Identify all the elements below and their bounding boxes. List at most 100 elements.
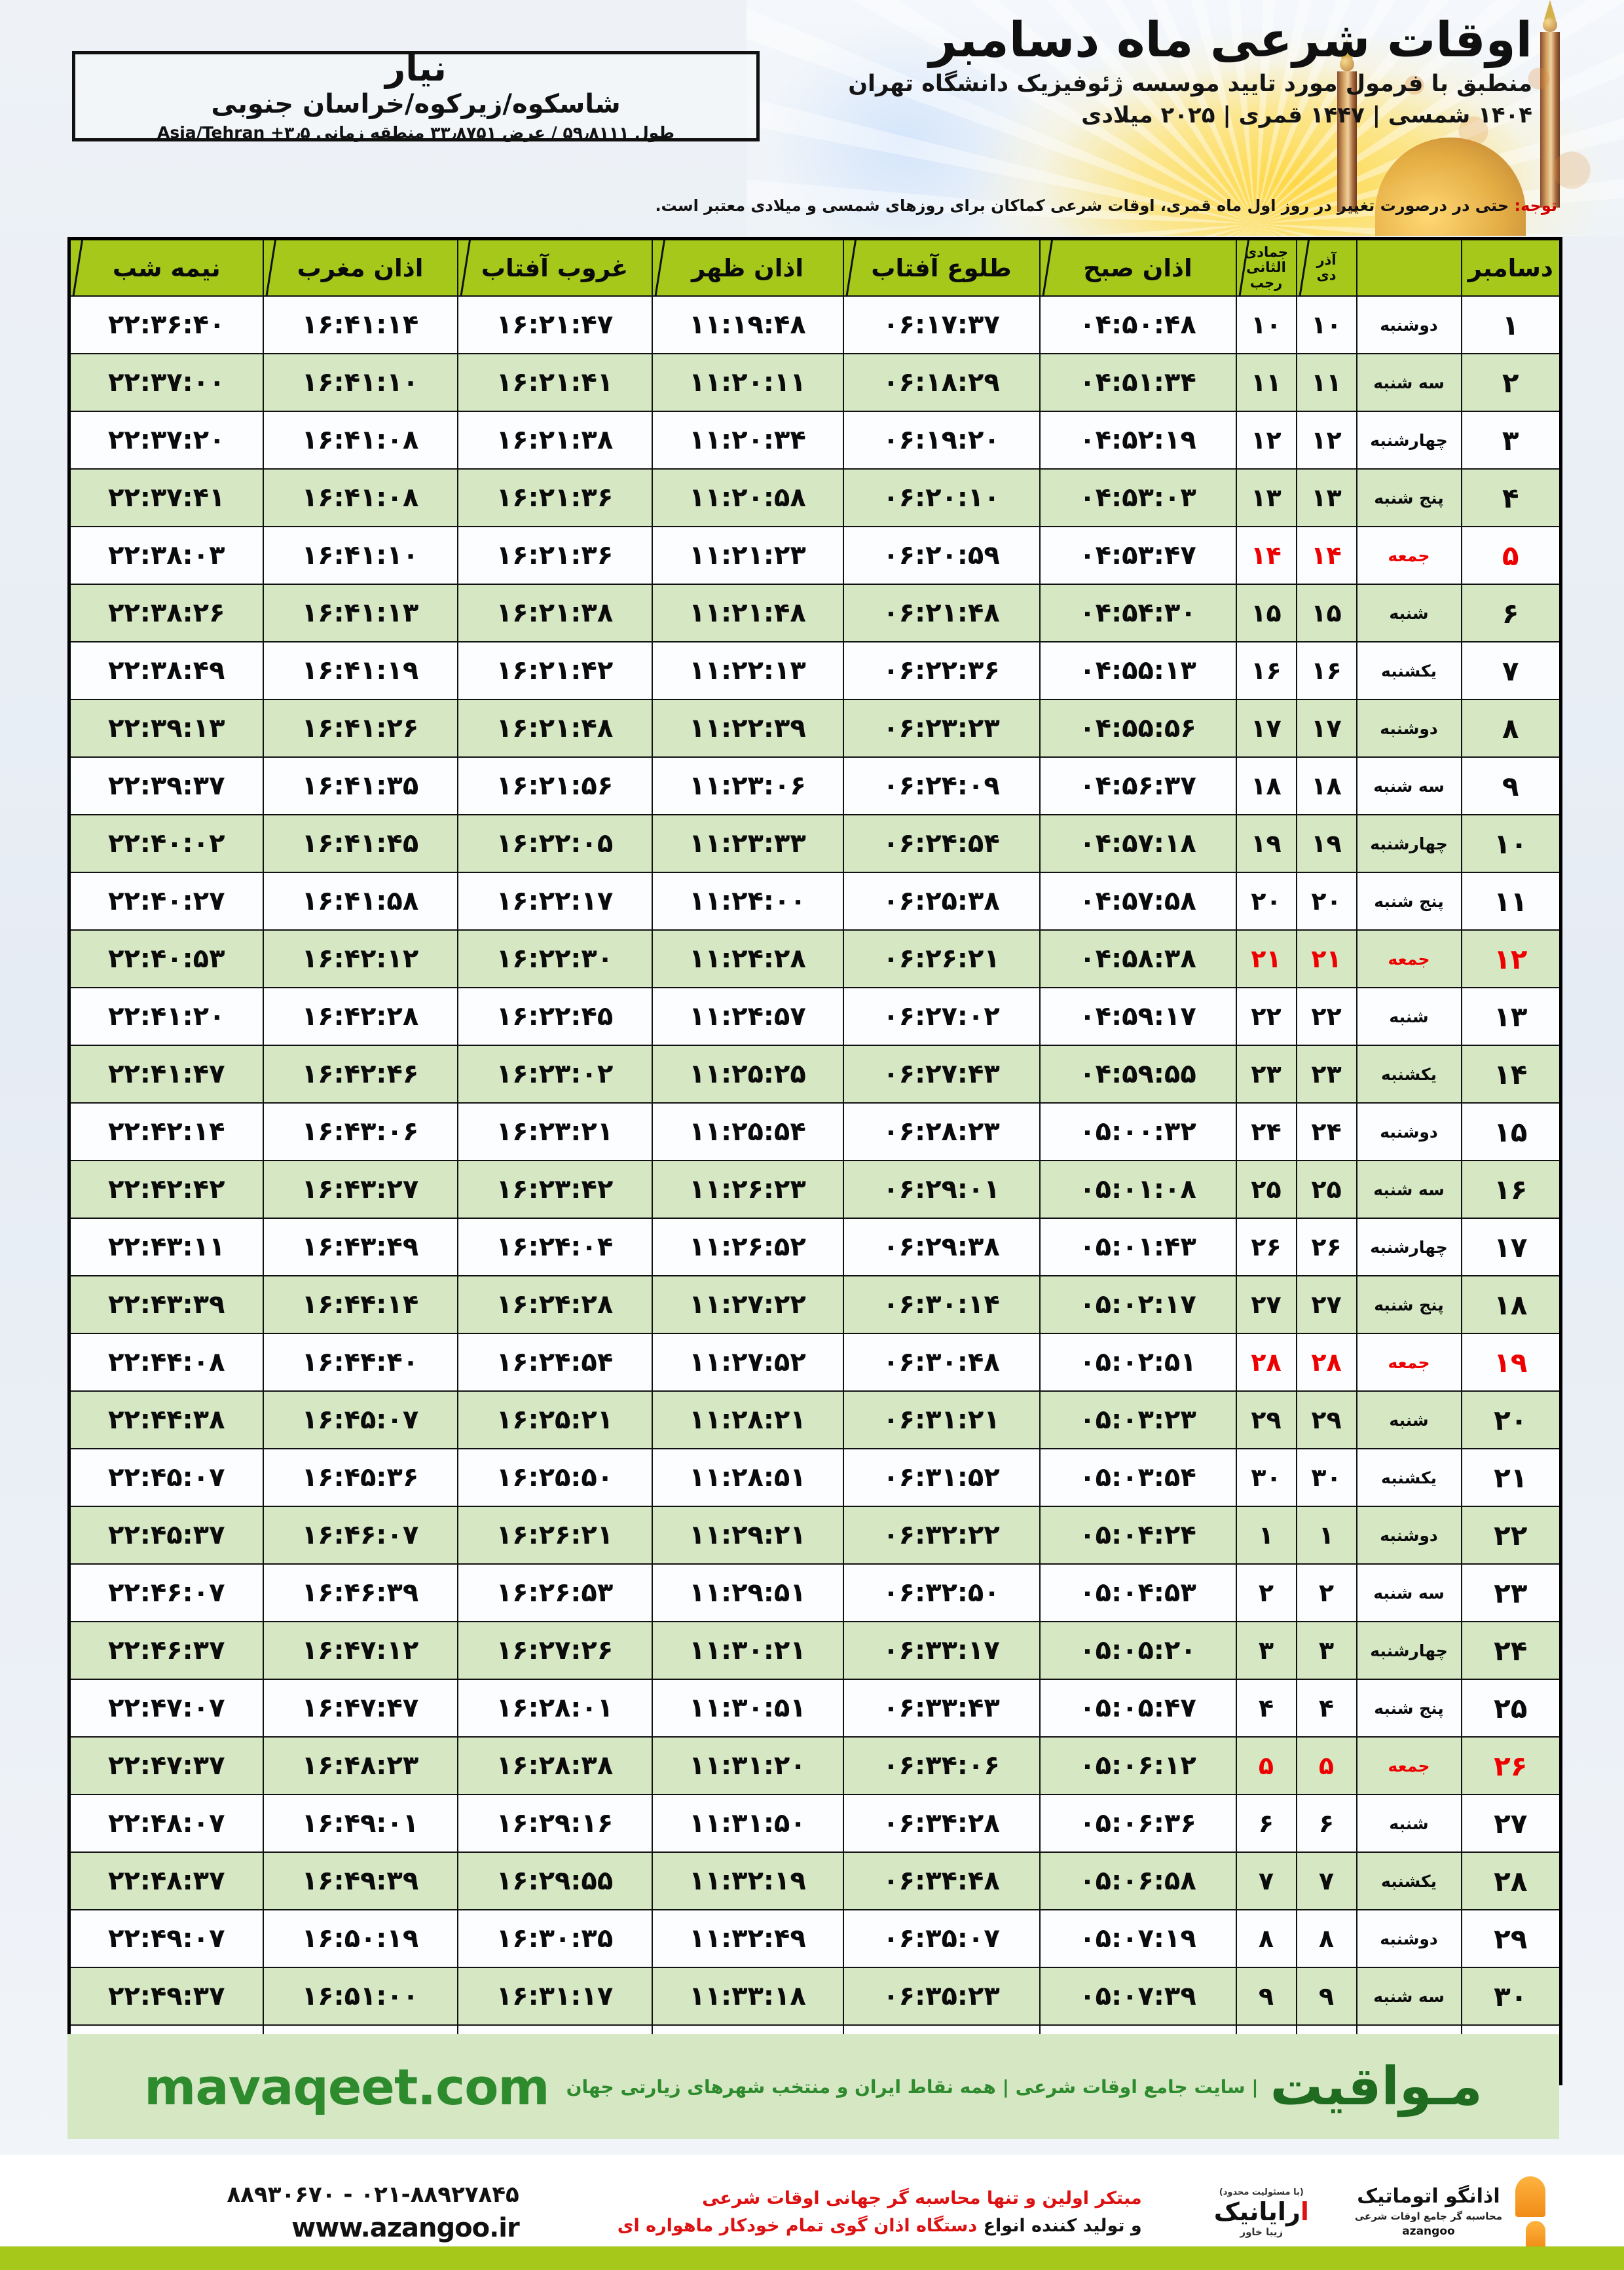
cell-sunset: ۱۶:۲۲:۳۰ <box>456 929 653 988</box>
cell-dhuhr: ۱۱:۳۲:۱۹ <box>651 1851 844 1910</box>
arabesque-ornament <box>1375 39 1624 236</box>
cell-weekday: جمعه <box>1356 929 1462 988</box>
cell-dey: ۱۵ <box>1295 584 1357 642</box>
promo-url[interactable]: mavaqeet.com <box>144 2057 549 2116</box>
cell-midnight: ۲۲:۳۶:۴۰ <box>68 295 264 354</box>
azangoo-dome-icon <box>1511 2176 1545 2248</box>
cell-december: ۲۱ <box>1460 1448 1562 1507</box>
table-row: ۱۱ پنج شنبه ۲۰ ۲۰ ۰۴:۵۷:۵۸ ۰۶:۲۵:۳۸ ۱۱:۲۴:۰۰ ۱۶… <box>68 872 1562 931</box>
cell-december: ۱۸ <box>1460 1275 1562 1334</box>
cell-midnight: ۲۲:۴۶:۳۷ <box>68 1621 264 1680</box>
cell-dey: ۶ <box>1295 1794 1357 1853</box>
cell-dey: ۸ <box>1295 1909 1357 1968</box>
cell-dhuhr: ۱۱:۲۰:۱۱ <box>651 353 844 412</box>
table-row: ۳ چهارشنبه ۱۲ ۱۲ ۰۴:۵۲:۱۹ ۰۶:۱۹:۲۰ ۱۱:۲۰:۳۴ ۱۶:… <box>68 411 1562 470</box>
page-header: نیار شاسکوه/زیرکوه/خراسان جنوبی طول ۵۹٫۸… <box>0 0 1624 216</box>
cell-sunrise: ۰۶:۲۸:۲۳ <box>842 1102 1041 1161</box>
cell-sunset: ۱۶:۲۹:۵۵ <box>456 1851 653 1910</box>
col-header-dey-bottom: دی <box>1316 267 1337 283</box>
cell-fajr: ۰۴:۵۵:۱۳ <box>1039 641 1237 700</box>
table-row: ۱۳ شنبه ۲۲ ۲۲ ۰۴:۵۹:۱۷ ۰۶:۲۷:۰۲ ۱۱:۲۴:۵۷ ۱۶:۲۲:… <box>68 987 1562 1046</box>
cell-dhuhr: ۱۱:۲۴:۵۷ <box>651 987 844 1046</box>
cell-dhuhr: ۱۱:۱۹:۴۸ <box>651 295 844 354</box>
table-row: ۱۰ چهارشنبه ۱۹ ۱۹ ۰۴:۵۷:۱۸ ۰۶:۲۴:۵۴ ۱۱:۲۳:۳۳ ۱۶… <box>68 814 1562 873</box>
cell-sunrise: ۰۶:۲۶:۲۱ <box>842 929 1041 988</box>
cell-midnight: ۲۲:۳۸:۴۹ <box>68 641 264 700</box>
cell-jamadi: ۲۴ <box>1235 1102 1297 1161</box>
cell-weekday: یکشنبه <box>1356 1045 1462 1104</box>
table-row: ۲۱ یکشنبه ۳۰ ۳۰ ۰۵:۰۳:۵۴ ۰۶:۳۱:۵۲ ۱۱:۲۸:۵۱ ۱۶:۲… <box>68 1448 1562 1507</box>
cell-sunrise: ۰۶:۱۸:۲۹ <box>842 353 1041 412</box>
cell-sunrise: ۰۶:۲۷:۰۲ <box>842 987 1041 1046</box>
cell-maghrib: ۱۶:۴۶:۳۹ <box>262 1563 458 1622</box>
cell-jamadi: ۵ <box>1235 1736 1297 1795</box>
table-row: ۱۲ جمعه ۲۱ ۲۱ ۰۴:۵۸:۳۸ ۰۶:۲۶:۲۱ ۱۱:۲۴:۲۸ ۱۶:۲۲:… <box>68 929 1562 988</box>
cell-dhuhr: ۱۱:۳۱:۵۰ <box>651 1794 844 1853</box>
cell-december: ۳۰ <box>1460 1967 1562 2026</box>
table-row: ۴ پنج شنبه ۱۳ ۱۳ ۰۴:۵۳:۰۳ ۰۶:۲۰:۱۰ ۱۱:۲۰:۵۸ ۱۶:… <box>68 468 1562 527</box>
cell-sunset: ۱۶:۲۲:۰۵ <box>456 814 653 873</box>
cell-sunset: ۱۶:۲۸:۰۱ <box>456 1679 653 1738</box>
cell-maghrib: ۱۶:۴۳:۰۶ <box>262 1102 458 1161</box>
cell-midnight: ۲۲:۴۴:۰۸ <box>68 1333 264 1392</box>
cell-maghrib: ۱۶:۴۱:۵۸ <box>262 872 458 931</box>
cell-dey: ۲۶ <box>1295 1218 1357 1276</box>
cell-sunrise: ۰۶:۲۵:۳۸ <box>842 872 1041 931</box>
table-row: ۳۰ سه شنبه ۹ ۹ ۰۵:۰۷:۳۹ ۰۶:۳۵:۲۳ ۱۱:۳۳:۱۸ ۱۶:۳۱… <box>68 1967 1562 2026</box>
footer-tagline-line2: و تولید کننده انواع دستگاه اذان گوی تمام… <box>617 2216 1142 2236</box>
cell-midnight: ۲۲:۴۶:۰۷ <box>68 1563 264 1622</box>
cell-maghrib: ۱۶:۵۱:۰۰ <box>262 1967 458 2026</box>
cell-sunset: ۱۶:۲۷:۲۶ <box>456 1621 653 1680</box>
cell-fajr: ۰۵:۰۶:۵۸ <box>1039 1851 1237 1910</box>
table-row: ۲۸ یکشنبه ۷ ۷ ۰۵:۰۶:۵۸ ۰۶:۳۴:۴۸ ۱۱:۳۲:۱۹ ۱۶:۲۹:… <box>68 1851 1562 1910</box>
cell-fajr: ۰۴:۵۶:۳۷ <box>1039 756 1237 815</box>
cell-dhuhr: ۱۱:۲۶:۲۳ <box>651 1160 844 1219</box>
cell-december: ۳ <box>1460 411 1562 470</box>
cell-midnight: ۲۲:۴۳:۱۱ <box>68 1218 264 1276</box>
table-row: ۹ سه شنبه ۱۸ ۱۸ ۰۴:۵۶:۳۷ ۰۶:۲۴:۰۹ ۱۱:۲۳:۰۶ ۱۶:۲… <box>68 756 1562 815</box>
cell-fajr: ۰۴:۵۷:۱۸ <box>1039 814 1237 873</box>
cell-midnight: ۲۲:۴۸:۰۷ <box>68 1794 264 1853</box>
cell-weekday: دوشنبه <box>1356 1506 1462 1565</box>
cell-maghrib: ۱۶:۴۱:۱۰ <box>262 353 458 412</box>
footer-tagline: مبتکر اولین و تنها محاسبه گر جهانی اوقات… <box>618 2185 1142 2240</box>
cell-sunrise: ۰۶:۲۹:۳۸ <box>842 1218 1041 1276</box>
cell-maghrib: ۱۶:۴۳:۲۷ <box>262 1160 458 1219</box>
note-label: توجه: <box>1514 196 1557 215</box>
cell-maghrib: ۱۶:۴۲:۱۲ <box>262 929 458 988</box>
cell-sunrise: ۰۶:۲۲:۳۶ <box>842 641 1041 700</box>
cell-weekday: شنبه <box>1356 584 1462 642</box>
cell-dey: ۱۰ <box>1295 295 1357 354</box>
cell-december: ۱۲ <box>1460 929 1562 988</box>
cell-dey: ۲۵ <box>1295 1160 1357 1219</box>
cell-december: ۶ <box>1460 584 1562 642</box>
cell-jamadi: ۷ <box>1235 1851 1297 1910</box>
cell-weekday: شنبه <box>1356 987 1462 1046</box>
cell-fajr: ۰۵:۰۱:۴۳ <box>1039 1218 1237 1276</box>
table-row: ۵ جمعه ۱۴ ۱۴ ۰۴:۵۳:۴۷ ۰۶:۲۰:۵۹ ۱۱:۲۱:۲۳ ۱۶:۲۱:۳… <box>68 526 1562 585</box>
cell-maghrib: ۱۶:۴۳:۴۹ <box>262 1218 458 1276</box>
cell-sunset: ۱۶:۳۰:۳۵ <box>456 1909 653 1968</box>
cell-dhuhr: ۱۱:۲۶:۵۲ <box>651 1218 844 1276</box>
cell-maghrib: ۱۶:۴۷:۱۲ <box>262 1621 458 1680</box>
website-url[interactable]: www.azangoo.ir <box>291 2213 519 2243</box>
cell-fajr: ۰۴:۵۵:۵۶ <box>1039 699 1237 758</box>
cell-sunrise: ۰۶:۳۳:۱۷ <box>842 1621 1041 1680</box>
prayer-times-table: دسامبر آذر دی جمادی الثانی رجب اذ <box>67 237 1562 2085</box>
azangoo-subtitle: محاسبه گر جامع اوقات شرعی <box>1354 2210 1502 2222</box>
cell-dey: ۱۱ <box>1295 353 1357 412</box>
cell-december: ۲۶ <box>1460 1736 1562 1795</box>
table-row: ۲۲ دوشنبه ۱ ۱ ۰۵:۰۴:۲۴ ۰۶:۳۲:۲۲ ۱۱:۲۹:۲۱ ۱۶:۲۶:… <box>68 1506 1562 1565</box>
cell-december: ۲۵ <box>1460 1679 1562 1738</box>
cell-sunset: ۱۶:۲۵:۵۰ <box>456 1448 653 1507</box>
cell-midnight: ۲۲:۳۹:۳۷ <box>68 756 264 815</box>
cell-dey: ۲ <box>1295 1563 1357 1622</box>
cell-weekday: دوشنبه <box>1356 1909 1462 1968</box>
promo-tagline: | سایت جامع اوقات شرعی | همه نقاط ایران … <box>566 2075 1259 2098</box>
cell-fajr: ۰۵:۰۳:۲۳ <box>1039 1390 1237 1449</box>
cell-sunset: ۱۶:۲۳:۴۲ <box>456 1160 653 1219</box>
cell-midnight: ۲۲:۴۷:۰۷ <box>68 1679 264 1738</box>
cell-weekday: پنج شنبه <box>1356 1275 1462 1334</box>
cell-maghrib: ۱۶:۴۹:۳۹ <box>262 1851 458 1910</box>
cell-sunset: ۱۶:۲۱:۴۱ <box>456 353 653 412</box>
